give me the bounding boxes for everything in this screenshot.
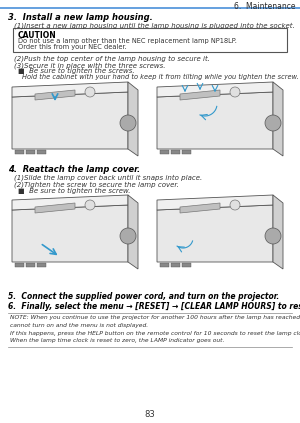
Polygon shape	[157, 205, 273, 262]
Circle shape	[85, 200, 95, 210]
Bar	[37, 263, 46, 267]
Bar	[171, 263, 180, 267]
Text: (1)Slide the lamp cover back until it snaps into place.: (1)Slide the lamp cover back until it sn…	[14, 174, 202, 181]
Polygon shape	[12, 82, 128, 97]
Text: 4.  Reattach the lamp cover.: 4. Reattach the lamp cover.	[8, 165, 140, 174]
Text: When the lamp time clock is reset to zero, the LAMP indicator goes out.: When the lamp time clock is reset to zer…	[10, 338, 224, 343]
Circle shape	[230, 200, 240, 210]
Polygon shape	[12, 205, 128, 262]
Circle shape	[120, 228, 136, 244]
Bar	[160, 150, 169, 154]
Polygon shape	[180, 90, 220, 100]
Text: 83: 83	[145, 410, 155, 419]
Text: 6.  Finally, select the menu → [RESET] → [CLEAR LAMP HOURS] to reset the lamp us: 6. Finally, select the menu → [RESET] → …	[8, 302, 300, 311]
Polygon shape	[128, 82, 138, 156]
Polygon shape	[157, 195, 273, 210]
Polygon shape	[157, 92, 273, 149]
Text: (2)Push the top center of the lamp housing to secure it.: (2)Push the top center of the lamp housi…	[14, 55, 210, 62]
Circle shape	[265, 228, 281, 244]
Circle shape	[85, 87, 95, 97]
Text: (3)Secure it in place with the three screws.: (3)Secure it in place with the three scr…	[14, 62, 166, 69]
Bar	[15, 150, 24, 154]
Text: Order this from your NEC dealer.: Order this from your NEC dealer.	[18, 44, 127, 50]
Text: NOTE: When you continue to use the projector for another 100 hours after the lam: NOTE: When you continue to use the proje…	[10, 315, 300, 320]
Text: 6.  Maintenance: 6. Maintenance	[233, 2, 295, 11]
Polygon shape	[180, 203, 220, 213]
Polygon shape	[35, 203, 75, 213]
Text: (1)Insert a new lamp housing until the lamp housing is plugged into the socket.: (1)Insert a new lamp housing until the l…	[14, 22, 295, 29]
Circle shape	[265, 115, 281, 131]
Text: ■  Be sure to tighten the screws.: ■ Be sure to tighten the screws.	[18, 68, 135, 74]
Bar	[26, 263, 35, 267]
Text: 3.  Install a new lamp housing.: 3. Install a new lamp housing.	[8, 13, 153, 22]
Polygon shape	[273, 82, 283, 156]
Polygon shape	[35, 90, 75, 100]
Text: (2)Tighten the screw to secure the lamp cover.: (2)Tighten the screw to secure the lamp …	[14, 181, 179, 188]
Bar	[37, 150, 46, 154]
Bar	[15, 263, 24, 267]
Bar	[26, 150, 35, 154]
Text: 5.  Connect the supplied power cord, and turn on the projector.: 5. Connect the supplied power cord, and …	[8, 292, 279, 301]
Bar	[182, 150, 191, 154]
Circle shape	[230, 87, 240, 97]
Polygon shape	[12, 195, 128, 210]
Polygon shape	[157, 82, 273, 97]
Text: If this happens, press the HELP button on the remote control for 10 seconds to r: If this happens, press the HELP button o…	[10, 331, 300, 335]
Circle shape	[120, 115, 136, 131]
Polygon shape	[273, 195, 283, 269]
Text: Do not use a lamp other than the NEC replacement lamp NP18LP.: Do not use a lamp other than the NEC rep…	[18, 38, 237, 44]
Text: cannot turn on and the menu is not displayed.: cannot turn on and the menu is not displ…	[10, 323, 148, 328]
Text: ■  Be sure to tighten the screw.: ■ Be sure to tighten the screw.	[18, 188, 130, 194]
FancyBboxPatch shape	[13, 28, 287, 52]
Bar	[160, 263, 169, 267]
Text: Hold the cabinet with your hand to keep it from tilting while you tighten the sc: Hold the cabinet with your hand to keep …	[22, 74, 299, 80]
Text: CAUTION: CAUTION	[18, 31, 57, 40]
Polygon shape	[12, 92, 128, 149]
Polygon shape	[128, 195, 138, 269]
Bar	[171, 150, 180, 154]
Bar	[182, 263, 191, 267]
